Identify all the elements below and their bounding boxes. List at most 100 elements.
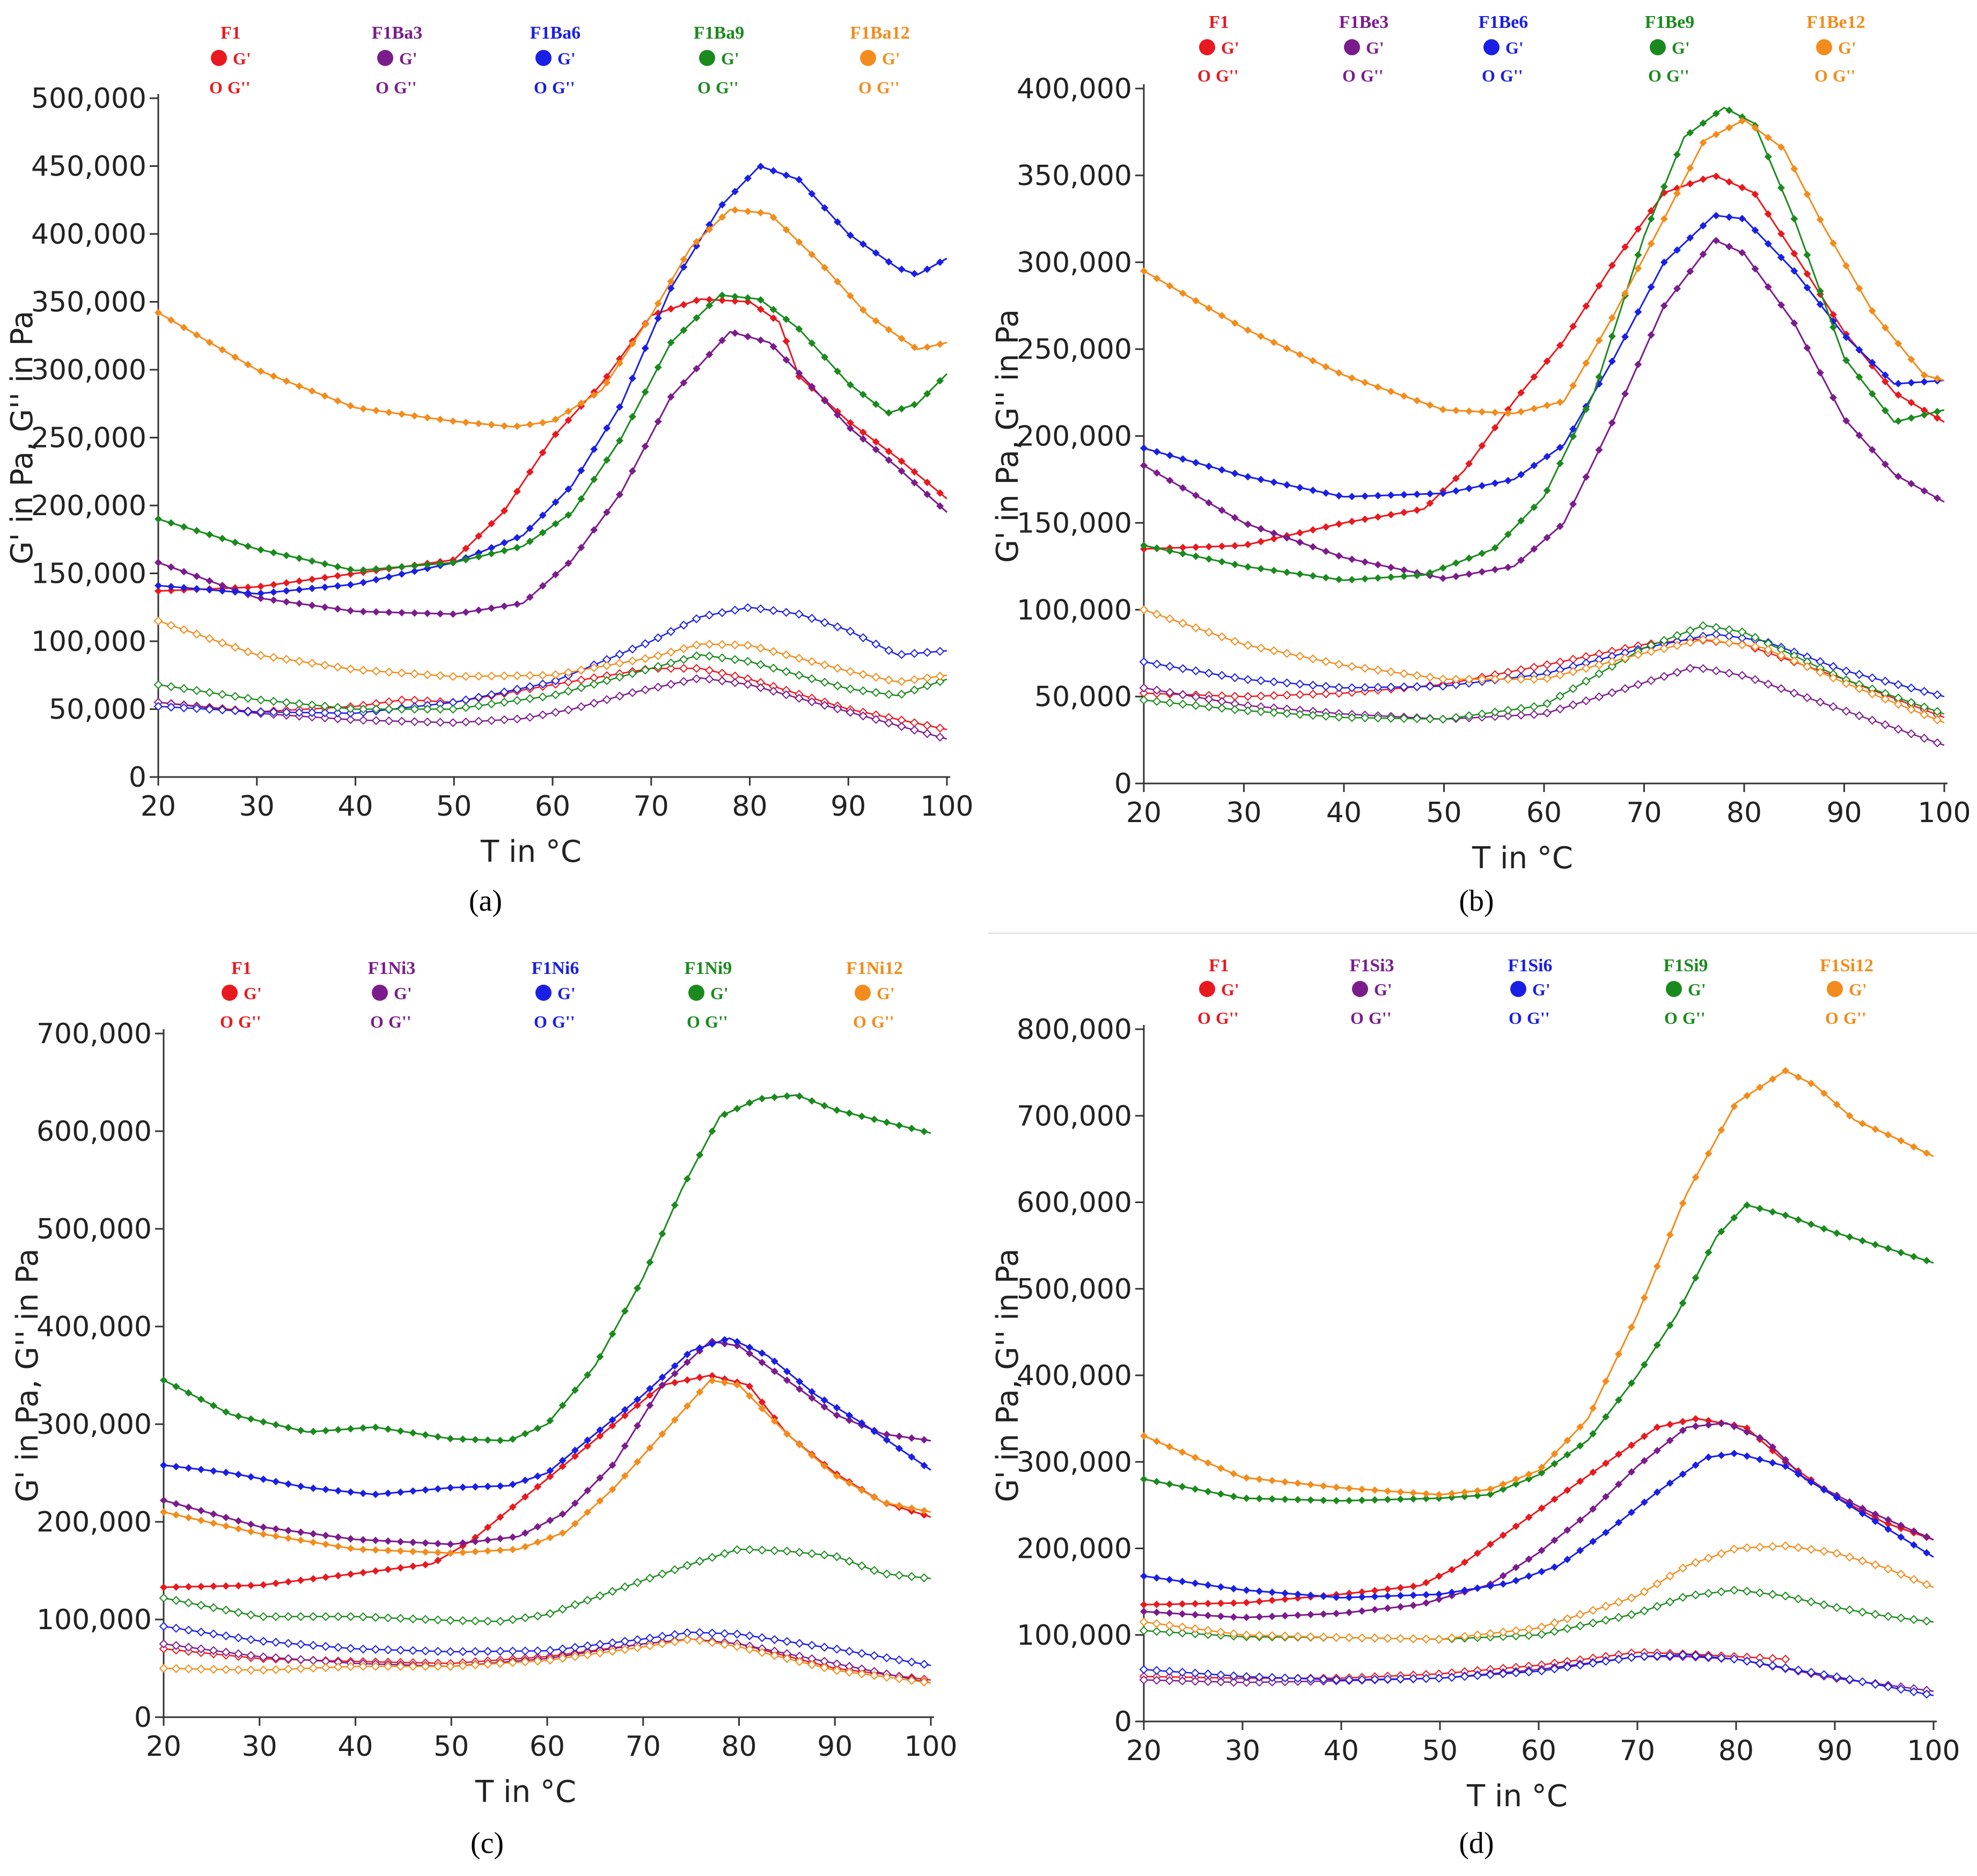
series-f1ni3-gprime-marker: [284, 1527, 292, 1535]
series-f1ba3-gdoubleprime-marker: [499, 715, 509, 724]
series-f1ni6-gprime-marker: [322, 1485, 330, 1493]
series-f1ni9-gprime-marker: [671, 1201, 679, 1209]
series-f1si9-gprime-marker: [1897, 1249, 1905, 1257]
series-f1-gprime-marker: [1608, 261, 1616, 269]
series-f1si6-gdoubleprime-marker: [1357, 1675, 1367, 1684]
series-f1si12-gdoubleprime-marker: [1883, 1564, 1893, 1574]
series-f1be3-gprime-marker: [1842, 417, 1850, 425]
series-f1ba12-gdoubleprime-marker: [871, 672, 881, 682]
series-f1ni3-gdoubleprime-marker: [296, 1655, 306, 1665]
series-f1be6-gprime-marker: [1296, 483, 1304, 492]
series-f1-gprime-marker: [322, 1573, 330, 1581]
series-f1si3-gprime-marker: [1910, 1527, 1918, 1535]
series-f1be6-gdoubleprime-marker: [1855, 670, 1864, 679]
series-f1ba12-gprime-marker: [347, 402, 355, 410]
series-f1ba12-gdoubleprime-marker: [743, 641, 753, 650]
legend-gdoubleprime-label: G'': [394, 78, 417, 97]
series-f1si12-gprime-marker: [1191, 1454, 1199, 1462]
series-f1be3-gprime-marker: [1738, 248, 1746, 257]
series-f1ba12-gdoubleprime-marker: [320, 661, 329, 670]
series-f1be12-gdoubleprime-marker: [1204, 627, 1214, 637]
series-f1ba9-gprime-marker: [205, 531, 214, 539]
series-f1ba9-gprime-marker: [782, 316, 790, 324]
series-f1si6-gdoubleprime-marker: [1434, 1673, 1444, 1683]
legend-series-name: F1Be9: [1645, 12, 1695, 32]
series-f1si6-gdoubleprime-marker: [1216, 1670, 1225, 1680]
series-f1ba3-gprime-marker: [846, 424, 854, 433]
series-f1ba6-gdoubleprime-marker: [666, 627, 675, 636]
series-f1ni12-gprime-marker: [671, 1416, 679, 1424]
series-f1-gprime-marker: [1205, 543, 1213, 551]
series-f1si6-gdoubleprime-marker: [1588, 1658, 1598, 1668]
series-f1si6-gdoubleprime-marker: [1229, 1671, 1238, 1681]
series-f1ba9-gdoubleprime-marker: [628, 669, 637, 678]
series-f1ba9-gdoubleprime-marker: [858, 686, 868, 695]
series-f1ba6-gdoubleprime-marker: [256, 707, 266, 717]
series-f1ni3-gprime-marker: [546, 1516, 554, 1525]
series-f1ni6-gprime-marker: [683, 1351, 691, 1359]
series-f1ni6-gprime-marker: [172, 1463, 180, 1471]
series-f1si9-gdoubleprime-marker: [1832, 1603, 1842, 1613]
series-f1be6-gdoubleprime-marker: [1425, 681, 1435, 691]
series-f1si6-gdoubleprime-marker: [1165, 1667, 1174, 1676]
legend-gdoubleprime-label: G'': [388, 1012, 411, 1031]
series-f1ni9-gprime-marker: [309, 1427, 317, 1435]
y-tick-label: 500,000: [36, 1213, 152, 1245]
series-f1be3-gdoubleprime-marker: [1711, 666, 1721, 676]
legend-series-name: F1Si6: [1508, 956, 1552, 976]
series-f1ni6-gprime-marker: [372, 1490, 380, 1498]
y-tick-label: 400,000: [36, 1311, 152, 1343]
series-f1si6-gdoubleprime-marker: [1408, 1674, 1418, 1683]
series-f1be12-gprime: [1140, 117, 1945, 417]
series-f1ba12-gprime-marker: [372, 407, 380, 415]
series-f1ba3-gprime-marker: [218, 582, 226, 590]
series-f1be12-gprime-marker: [1361, 378, 1369, 386]
series-f1ni9-gdoubleprime-marker: [545, 1609, 555, 1618]
x-tick-label: 30: [1226, 797, 1261, 829]
series-f1be12-gprime-marker: [1894, 340, 1902, 348]
series-f1ba12-gdoubleprime-marker: [423, 670, 432, 679]
series-f1ba12-gdoubleprime-marker: [487, 671, 496, 681]
chart-panel-b: 0 50,000 100,000 150,000 200,000 250,000 300,0…: [988, 0, 1977, 938]
series-f1-gprime-marker: [1907, 399, 1915, 407]
series-f1ni9-gdoubleprime-marker: [558, 1604, 568, 1614]
series-f1ba12-gprime-marker: [846, 292, 854, 300]
series-f1be6-gprime-marker: [1621, 333, 1629, 341]
series-f1be12-gprime-marker: [1244, 326, 1252, 334]
series-f1-gprime-marker: [197, 1582, 205, 1591]
series-f1ba3-gdoubleprime-marker: [384, 716, 394, 726]
series-f1si9-gprime-marker: [1422, 1494, 1430, 1503]
series-f1be9-gdoubleprime-marker: [1711, 622, 1721, 632]
series-f1si9-gdoubleprime-marker: [1640, 1606, 1649, 1616]
series-f1be9-gprime-marker: [1764, 153, 1772, 161]
series-f1be12-gprime-marker: [1400, 392, 1408, 400]
series-f1ba12-gdoubleprime-marker: [833, 663, 842, 673]
series-f1ba12-gprime-marker: [488, 421, 496, 429]
series-f1ba3-gprime-marker: [436, 610, 444, 618]
series-f1-gprime-marker: [1296, 529, 1304, 537]
series-f1si12-gprime-marker: [1820, 1089, 1828, 1097]
series-f1be3-gprime-marker: [1686, 267, 1694, 275]
series-f1-gprime-marker: [872, 438, 880, 446]
series-f1be9-gprime-marker: [1413, 571, 1421, 580]
series-f1-gprime-marker: [434, 1556, 442, 1564]
series-f1-gprime-marker: [731, 297, 739, 305]
series-f1ni12-gdoubleprime-marker: [770, 1651, 780, 1660]
series-f1si12-gprime-marker: [1422, 1490, 1430, 1498]
series-f1ba9-gdoubleprime-marker: [704, 651, 714, 661]
series-f1-gprime-marker: [1268, 1596, 1276, 1604]
series-f1be6-gdoubleprime-marker: [1360, 683, 1370, 692]
series-f1be6-gdoubleprime: [1139, 629, 1945, 700]
series-f1be3-gprime-marker: [1582, 473, 1590, 481]
series-f1ba12-gdoubleprime-marker: [551, 670, 560, 679]
y-tick-label: 300,000: [1017, 247, 1132, 279]
legend-gdoubleprime-label: G'': [1666, 66, 1689, 85]
series-f1si9-gprime-marker: [1550, 1460, 1559, 1468]
series-f1ba9-gprime-line: [158, 294, 948, 571]
series-f1si6-gprime-marker: [1255, 1587, 1263, 1595]
series-f1be6-gdoubleprime-marker: [1295, 679, 1305, 689]
series-f1-gprime-marker: [1933, 414, 1941, 422]
series-f1si12-gprime-marker: [1692, 1173, 1700, 1181]
series-f1si3-gprime-marker: [1525, 1555, 1533, 1563]
